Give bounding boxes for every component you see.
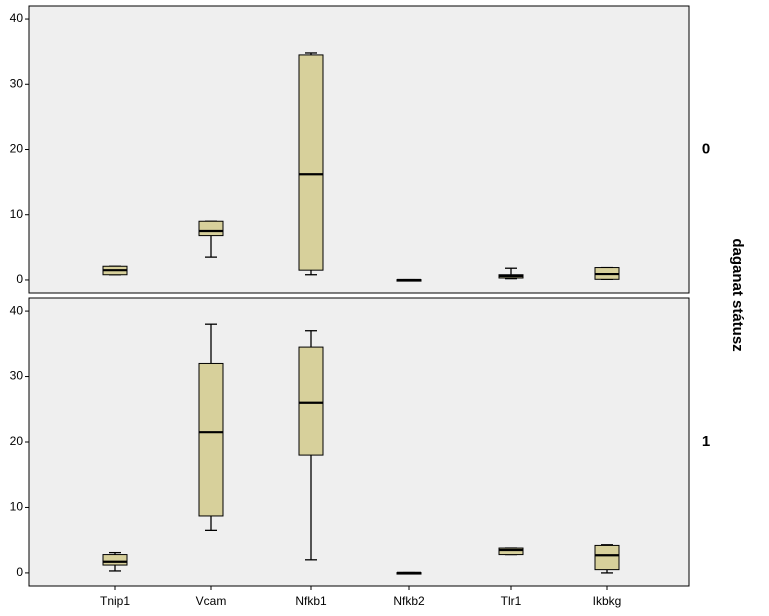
- iqr-box: [198, 362, 224, 517]
- iqr-box: [594, 544, 620, 571]
- box-vcam: [198, 220, 224, 258]
- x-tick-label: Nfkb2: [393, 594, 425, 608]
- panel-0: 0 10 20 30 40 0: [10, 5, 710, 294]
- panel-axis-title: daganat státusz: [729, 238, 746, 351]
- box-nfkb1: [298, 52, 324, 276]
- y-tick-label: 10: [10, 207, 24, 221]
- y-tick-label: 0: [16, 272, 23, 286]
- x-tick-label: Ikbkg: [593, 594, 622, 608]
- y-tick-label: 20: [10, 142, 24, 156]
- box-tnip1: [102, 265, 128, 276]
- x-tick-label: Tnip1: [100, 594, 130, 608]
- y-tick-label: 30: [10, 76, 24, 90]
- panels-layer: 0 10 20 30 40 0 0 10 20 30 40 1: [10, 5, 710, 587]
- iqr-box: [498, 547, 524, 556]
- iqr-box: [198, 220, 224, 237]
- y-tick-label: 20: [10, 434, 24, 448]
- y-tick-label: 0: [16, 565, 23, 579]
- x-axis: Tnip1 Vcam Nfkb1 Nfkb2 Tlr1 Ikbkg: [100, 586, 621, 608]
- iqr-box: [298, 54, 324, 271]
- box-nfkb2: [396, 571, 422, 575]
- iqr-box: [102, 554, 128, 566]
- x-tick-label: Vcam: [196, 594, 227, 608]
- box-vcam: [198, 323, 224, 532]
- box-ikbkg: [594, 266, 620, 280]
- box-tnip1: [102, 551, 128, 572]
- box-nfkb1: [298, 330, 324, 561]
- y-tick-label: 40: [10, 11, 24, 25]
- box-tlr1: [498, 267, 524, 280]
- panel-1: 0 10 20 30 40 1: [10, 297, 710, 587]
- box-tlr1: [498, 547, 524, 556]
- y-tick-label: 10: [10, 500, 24, 514]
- x-tick-label: Tlr1: [501, 594, 522, 608]
- panel-frame: [28, 297, 690, 587]
- iqr-box: [298, 346, 324, 456]
- panel-label: 1: [702, 433, 710, 450]
- box-ikbkg: [594, 544, 620, 574]
- box-nfkb2: [396, 278, 422, 282]
- panel-label: 0: [702, 140, 710, 157]
- y-tick-label: 40: [10, 303, 24, 317]
- panel-frame: [28, 5, 690, 294]
- x-tick-label: Nfkb1: [295, 594, 327, 608]
- y-tick-label: 30: [10, 369, 24, 383]
